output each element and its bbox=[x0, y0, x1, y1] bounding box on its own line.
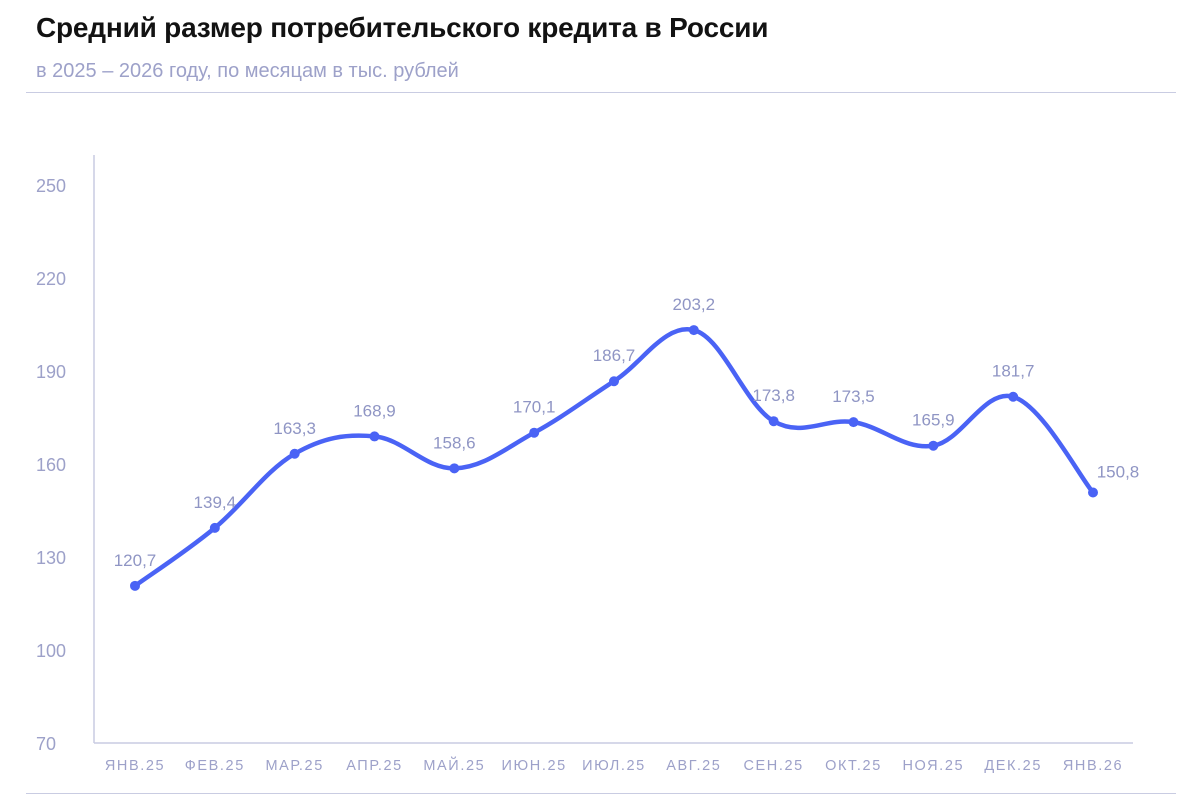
x-tick-label: ИЮЛ.25 bbox=[582, 758, 646, 774]
y-tick-label: 250 bbox=[36, 176, 66, 196]
bottom-divider bbox=[26, 793, 1176, 794]
data-point bbox=[688, 325, 699, 336]
data-point bbox=[609, 376, 619, 387]
data-point bbox=[1008, 391, 1019, 402]
x-tick-label: ДЕК.25 bbox=[984, 758, 1042, 774]
data-point bbox=[289, 448, 300, 459]
data-point bbox=[529, 427, 540, 438]
data-point bbox=[1088, 487, 1098, 498]
x-tick-label: АВГ.25 bbox=[666, 758, 721, 774]
data-label: 173,8 bbox=[752, 386, 795, 405]
x-axis-ticks: ЯНВ.25 ФЕВ.25 МАР.25 АПР.25 МАЙ.25 ИЮН.25 ИЮЛ.… bbox=[105, 756, 1123, 774]
data-label: 170,1 bbox=[513, 398, 556, 417]
x-tick-label: АПР.25 bbox=[346, 758, 403, 774]
data-points bbox=[130, 325, 1098, 591]
x-tick-label: ОКТ.25 bbox=[825, 758, 882, 774]
data-label: 181,7 bbox=[992, 362, 1035, 381]
data-label: 173,5 bbox=[832, 387, 875, 406]
top-divider bbox=[26, 92, 1176, 93]
data-label: 163,3 bbox=[273, 419, 316, 438]
y-tick-label: 100 bbox=[36, 641, 66, 661]
data-label: 158,6 bbox=[433, 433, 476, 452]
data-label: 139,4 bbox=[194, 493, 237, 512]
x-tick-label: ЯНВ.25 bbox=[105, 758, 165, 774]
data-label: 203,2 bbox=[673, 295, 716, 314]
x-tick-label: МАР.25 bbox=[265, 758, 323, 774]
chart-title: Средний размер потребительского кредита … bbox=[36, 12, 769, 43]
data-point bbox=[449, 463, 460, 474]
x-tick-label: ФЕВ.25 bbox=[185, 758, 245, 774]
series-line bbox=[132, 326, 1096, 589]
y-tick-label: 160 bbox=[36, 455, 66, 475]
data-label: 168,9 bbox=[353, 401, 396, 420]
data-label: 150,8 bbox=[1097, 463, 1140, 482]
data-point bbox=[369, 431, 380, 442]
y-tick-label: 70 bbox=[36, 734, 56, 754]
data-point bbox=[209, 522, 220, 533]
x-tick-label: ИЮН.25 bbox=[502, 758, 567, 774]
data-point bbox=[130, 580, 140, 591]
y-tick-label: 220 bbox=[36, 269, 66, 289]
data-labels: 120,7 139,4 163,3 168,9 158,6 170,1 186,7 203,2… bbox=[114, 295, 1140, 570]
x-tick-label: МАЙ.25 bbox=[423, 756, 485, 774]
x-tick-label: СЕН.25 bbox=[743, 758, 803, 774]
data-point bbox=[928, 440, 939, 451]
x-tick-label: ЯНВ.26 bbox=[1063, 758, 1123, 774]
data-label: 186,7 bbox=[593, 346, 636, 365]
y-axis-ticks: 70 100 130 160 190 220 250 bbox=[36, 176, 66, 754]
data-label: 120,7 bbox=[114, 551, 157, 570]
y-tick-label: 130 bbox=[36, 548, 66, 568]
chart-subtitle: в 2025 – 2026 году, по месяцам в тыс. ру… bbox=[36, 60, 459, 82]
data-label: 165,9 bbox=[912, 411, 955, 430]
x-tick-label: НОЯ.25 bbox=[902, 758, 964, 774]
data-point bbox=[768, 416, 779, 427]
data-point bbox=[848, 417, 859, 428]
y-tick-label: 190 bbox=[36, 362, 66, 382]
